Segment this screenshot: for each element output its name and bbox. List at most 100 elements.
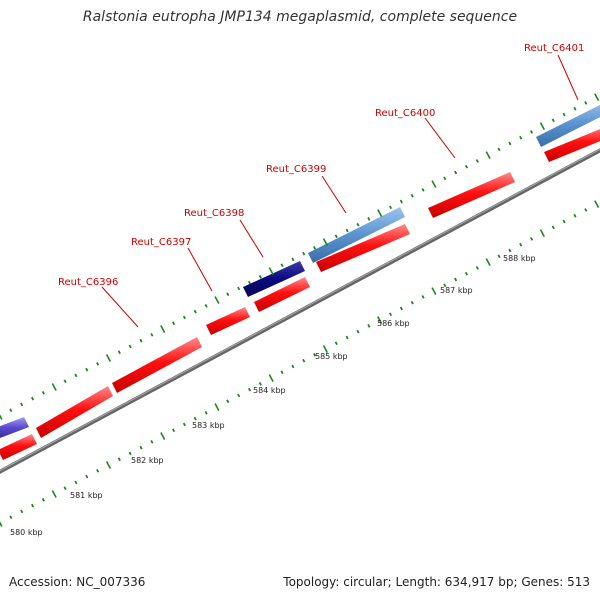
tick-mark xyxy=(51,490,57,498)
tick-mark xyxy=(345,228,349,233)
gene-arrow-red[interactable] xyxy=(254,277,310,312)
tick-mark xyxy=(584,101,588,105)
tick-mark xyxy=(539,122,545,131)
tick-mark xyxy=(584,208,588,212)
tick-mark xyxy=(247,387,252,392)
accession-text: Accession: NC_007336 xyxy=(9,575,146,589)
tick-mark xyxy=(9,515,13,520)
tick-mark xyxy=(573,213,577,218)
callout-line xyxy=(101,286,139,328)
tick-mark xyxy=(41,497,45,502)
tick-mark xyxy=(172,321,176,326)
tick-mark xyxy=(388,312,393,317)
callout-line xyxy=(321,175,347,214)
tick-mark xyxy=(226,399,230,404)
tick-mark xyxy=(20,509,24,514)
tick-mark xyxy=(51,383,57,391)
tick-mark xyxy=(128,451,132,456)
tick-mark xyxy=(117,457,121,462)
tick-mark xyxy=(485,258,491,267)
ruler-label-588: 588 kbp xyxy=(503,254,536,263)
callout-line xyxy=(557,54,579,101)
gene-arrow-steel[interactable] xyxy=(308,207,405,263)
tick-mark xyxy=(421,188,425,192)
tick-mark xyxy=(302,358,306,363)
tick-mark xyxy=(443,283,447,288)
tick-mark xyxy=(182,422,186,427)
gene-arrow-red[interactable] xyxy=(544,125,600,162)
tick-mark xyxy=(85,367,89,372)
gene-label-reut-c6401[interactable]: Reut_C6401 xyxy=(524,43,584,54)
callout-line xyxy=(424,117,456,159)
tick-mark xyxy=(85,474,89,479)
tick-mark xyxy=(594,93,600,102)
tick-mark xyxy=(508,141,512,146)
tick-mark xyxy=(63,486,67,491)
callout-lines xyxy=(101,54,579,328)
tick-mark xyxy=(247,280,252,285)
tick-mark xyxy=(573,106,577,111)
tick-mark xyxy=(454,277,458,282)
tick-mark xyxy=(117,350,121,355)
gene-label-reut-c6400[interactable]: Reut_C6400 xyxy=(375,108,435,119)
tick-mark xyxy=(214,403,220,411)
tick-mark xyxy=(193,416,197,421)
backbone-line xyxy=(0,148,600,474)
gene-label-reut-c6397[interactable]: Reut_C6397 xyxy=(131,237,191,248)
gene-label-reut-c6398[interactable]: Reut_C6398 xyxy=(184,208,244,219)
gene-arrow-red[interactable] xyxy=(0,434,37,460)
gene-arrow-red[interactable] xyxy=(112,337,202,393)
tick-mark xyxy=(150,333,154,337)
tick-mark xyxy=(551,118,555,123)
tick-mark xyxy=(334,341,338,346)
tick-mark xyxy=(204,304,208,308)
tick-mark xyxy=(160,325,166,333)
tick-mark xyxy=(464,164,469,169)
ruler-label-584: 584 kbp xyxy=(253,386,286,395)
tick-mark xyxy=(96,361,100,366)
callout-line xyxy=(187,247,213,292)
gene-arrow-steel[interactable] xyxy=(536,100,600,147)
tick-mark xyxy=(322,345,329,353)
tick-mark xyxy=(431,180,437,189)
tick-mark xyxy=(280,263,284,268)
tick-mark xyxy=(443,176,447,181)
tick-mark xyxy=(226,292,230,297)
tick-mark xyxy=(421,295,425,299)
tick-mark xyxy=(485,151,491,160)
gene-label-reut-c6396[interactable]: Reut_C6396 xyxy=(58,277,118,288)
gene-arrow-red[interactable] xyxy=(206,307,250,335)
tick-mark xyxy=(9,408,13,413)
gene-label-reut-c6399[interactable]: Reut_C6399 xyxy=(266,164,326,175)
tick-mark xyxy=(508,248,512,253)
gene-arrow-red[interactable] xyxy=(316,224,410,272)
gene-arrow-purple[interactable] xyxy=(0,417,29,438)
tick-mark xyxy=(464,271,469,276)
tick-mark xyxy=(237,286,241,291)
tick-mark xyxy=(410,193,414,198)
tick-mark xyxy=(367,324,371,328)
tick-mark xyxy=(105,461,112,469)
tick-mark xyxy=(96,468,100,473)
gene-arrow-red[interactable] xyxy=(428,172,515,218)
tick-mark xyxy=(313,353,317,357)
tick-mark xyxy=(258,382,262,386)
tick-mark xyxy=(322,238,329,246)
ruler-label-587: 587 kbp xyxy=(440,286,473,295)
gene-arrow-navy[interactable] xyxy=(243,261,305,297)
tick-mark xyxy=(214,296,220,304)
tick-mark xyxy=(63,379,67,384)
tick-marks xyxy=(0,93,600,527)
tick-mark xyxy=(519,242,523,247)
tick-mark xyxy=(291,364,295,369)
tick-mark xyxy=(280,370,284,375)
ruler-label-583: 583 kbp xyxy=(192,421,225,430)
tick-mark xyxy=(530,237,534,241)
tick-mark xyxy=(475,266,479,270)
tick-mark xyxy=(74,480,78,485)
tick-mark xyxy=(172,428,176,433)
tick-mark xyxy=(497,147,501,152)
gene-arrow-red[interactable] xyxy=(36,386,113,438)
